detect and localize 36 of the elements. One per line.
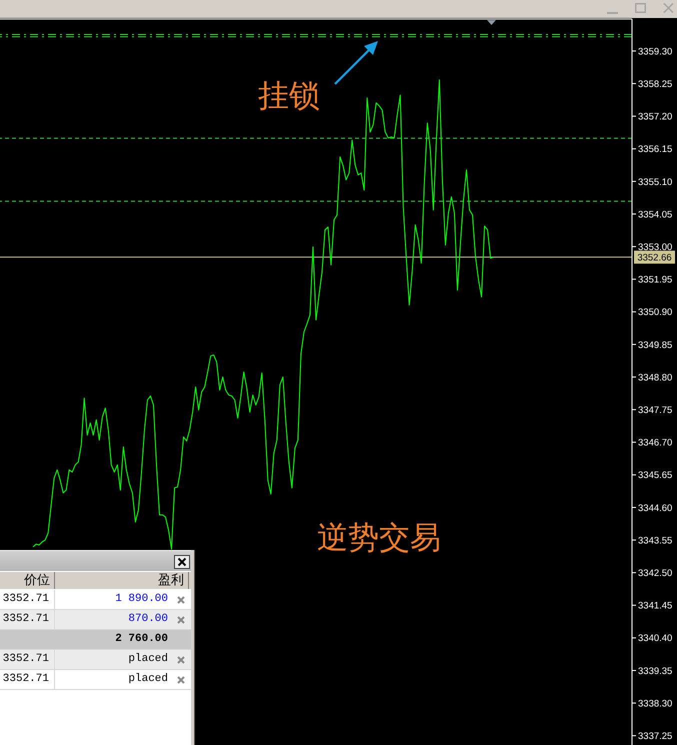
- category-label: 盈利: [57, 572, 189, 589]
- text: 3352.71: [2, 653, 49, 665]
- text: 3352.71: [2, 593, 49, 605]
- y-tick-label: 3340.40: [638, 633, 672, 644]
- y-tick-label: 3338.30: [638, 698, 672, 710]
- y-tick-label: 3347.75: [638, 405, 672, 416]
- y-tick-label: 3356.15: [638, 144, 672, 156]
- y-tick-label: 3355.10: [638, 176, 672, 188]
- text: 1 890.00: [115, 593, 168, 605]
- annotation: 挂锁: [258, 78, 320, 114]
- y-tick-label: 3342.50: [638, 568, 672, 580]
- y-tick-label: 3358.25: [638, 78, 672, 90]
- y-tick-label: 3351.95: [638, 274, 672, 286]
- text: 2 760.00: [115, 633, 168, 645]
- text: placed: [128, 653, 168, 665]
- y-tick-label: 3348.80: [638, 372, 672, 384]
- y-tick-label: 3341.45: [638, 600, 672, 612]
- y-tick-label: 3346.70: [638, 438, 672, 449]
- text: 3352.71: [2, 613, 49, 625]
- annotation: 逆势交易: [317, 520, 441, 556]
- y-tick-label: 3344.60: [638, 502, 672, 514]
- y-tick-label: 3345.65: [638, 470, 672, 482]
- y-tick-label: 3343.55: [638, 535, 672, 546]
- y-tick-label: 3359.30: [638, 46, 672, 58]
- y-tick-label: 3337.25: [638, 731, 672, 742]
- y-tick-label: 3350.90: [638, 307, 672, 318]
- category-label: 价位: [0, 572, 55, 589]
- y-tick-label: 3354.05: [638, 209, 672, 220]
- y-tick-label: 3357.20: [638, 112, 672, 123]
- text: 3352.71: [2, 673, 49, 685]
- y-tick-label: 3353.00: [638, 242, 672, 253]
- text: placed: [128, 673, 168, 685]
- text: 870.00: [128, 613, 168, 625]
- y-tick-label: 3339.35: [638, 666, 672, 677]
- ref-line-label: 3352.66: [637, 252, 672, 264]
- y-tick-label: 3349.85: [638, 340, 672, 351]
